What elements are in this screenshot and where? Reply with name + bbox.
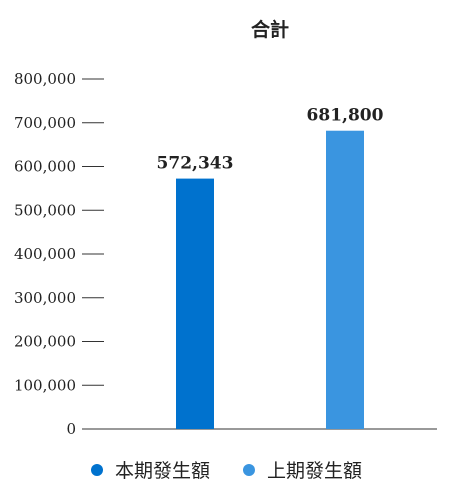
y-tick-label: 200,000 — [14, 333, 76, 351]
legend-swatch — [243, 464, 255, 476]
bar-series-1 — [326, 130, 364, 429]
y-tick-label: 600,000 — [14, 158, 76, 176]
legend-label: 上期發生額 — [267, 460, 362, 482]
bar-series-0 — [176, 178, 214, 429]
bar-value-label: 681,800 — [307, 106, 384, 126]
bar-value-label: 572,343 — [157, 154, 234, 174]
legend-label: 本期發生額 — [115, 460, 210, 482]
y-tick-label: 0 — [66, 420, 76, 438]
legend: 本期發生額 上期發生額 — [91, 460, 362, 482]
y-tick-label: 300,000 — [14, 289, 76, 307]
y-tick-label: 100,000 — [14, 376, 76, 394]
y-tick-label: 800,000 — [14, 70, 76, 88]
chart-title: 合計 — [251, 18, 289, 41]
y-tick-label: 700,000 — [14, 114, 76, 132]
legend-swatch — [91, 464, 103, 476]
y-tick-label: 400,000 — [14, 245, 76, 263]
y-axis: 0 100,000 200,000 300,000 400,000 500,000 600,… — [14, 70, 104, 438]
bars: 572,343 681,800 — [157, 106, 384, 429]
y-tick-label: 500,000 — [14, 201, 76, 219]
